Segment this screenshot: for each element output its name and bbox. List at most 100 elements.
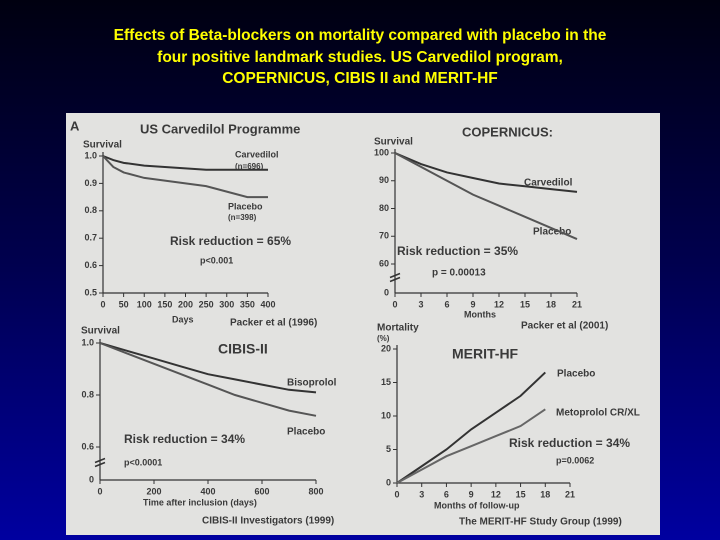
chart-title: MERIT-HF	[452, 346, 519, 362]
survival-curve	[102, 155, 268, 171]
x-tick-label: 6	[444, 299, 449, 309]
x-tick-label: 200	[146, 486, 161, 496]
annotation: Risk reduction = 35%	[397, 244, 518, 258]
y-tick-label: 70	[379, 231, 389, 241]
x-tick-label: 21	[565, 489, 575, 499]
annotation: p = 0.00013	[432, 268, 486, 279]
survival-curve	[394, 152, 578, 240]
annotation: p<0.0001	[124, 457, 162, 467]
survival-curve	[396, 371, 546, 484]
x-axis-label: Months	[464, 309, 496, 319]
annotation: Placebo	[228, 201, 263, 211]
x-tick-label: 9	[469, 489, 474, 499]
survival-curve	[99, 342, 317, 417]
annotation: p<0.001	[200, 255, 233, 265]
x-tick-label: 18	[546, 299, 556, 309]
x-tick-label: 400	[260, 299, 275, 309]
annotation: Bisoprolol	[287, 378, 337, 389]
x-tick-label: 250	[199, 299, 214, 309]
survival-curve	[99, 342, 317, 394]
axis-break	[389, 272, 401, 279]
axis-break	[94, 461, 106, 468]
annotation: Carvedilol	[524, 178, 573, 189]
annotation: Placebo	[533, 227, 571, 238]
y-tick-label: 0	[384, 287, 389, 297]
x-tick-label: 150	[157, 299, 172, 309]
annotation: (%)	[377, 334, 390, 343]
x-axis-label: Days	[172, 314, 194, 324]
x-tick-label: 0	[100, 299, 105, 309]
survival-curve	[102, 155, 268, 199]
annotation: Metoprolol CR/XL	[556, 408, 640, 419]
y-tick-label: 0.5	[84, 287, 97, 297]
survival-curve	[394, 152, 578, 193]
y-tick-label: 1.0	[84, 150, 97, 160]
y-tick-label: 1.0	[81, 337, 94, 347]
annotation: The MERIT-HF Study Group (1999)	[459, 517, 622, 528]
x-tick-label: 3	[419, 489, 424, 499]
x-tick-label: 9	[470, 299, 475, 309]
y-tick-label: 0.8	[81, 389, 94, 399]
survival-curve	[396, 408, 546, 484]
x-tick-label: 12	[494, 299, 504, 309]
x-tick-label: 100	[137, 299, 152, 309]
x-tick-label: 0	[392, 299, 397, 309]
chart-title: US Carvedilol Programme	[140, 121, 300, 136]
y-tick-label: 0.9	[84, 178, 97, 188]
figure-panel	[66, 113, 660, 535]
annotation: Risk reduction = 34%	[124, 432, 245, 446]
x-tick-label: 400	[200, 486, 215, 496]
y-tick-label: 10	[381, 410, 391, 420]
axis-break	[389, 276, 401, 283]
annotation: Risk reduction = 34%	[509, 436, 630, 450]
x-tick-label: 0	[394, 489, 399, 499]
axis-break	[94, 457, 106, 464]
chart-title: CIBIS-II	[218, 341, 268, 357]
y-tick-label: 0	[89, 474, 94, 484]
y-tick-label: 0	[386, 477, 391, 487]
x-tick-label: 15	[516, 489, 526, 499]
slide-title: Effects of Beta-blockers on mortality co…	[114, 27, 607, 44]
x-tick-label: 200	[178, 299, 193, 309]
y-tick-label: 60	[379, 258, 389, 268]
y-axis-label: Survival	[374, 137, 413, 148]
charts: US Carvedilol Programme Survival Days A Carv…	[70, 118, 640, 527]
y-axis-label: Survival	[81, 326, 120, 337]
chart-title: COPERNICUS:	[462, 124, 553, 139]
y-tick-label: 0.8	[84, 205, 97, 215]
y-tick-label: 20	[381, 343, 391, 353]
y-tick-label: 90	[379, 175, 389, 185]
x-tick-label: 300	[219, 299, 234, 309]
x-tick-label: 12	[491, 489, 501, 499]
y-tick-label: 0.7	[84, 233, 97, 243]
y-tick-label: 100	[374, 147, 389, 157]
x-tick-label: 15	[520, 299, 530, 309]
y-tick-label: 5	[386, 444, 391, 454]
annotation: (n=696)	[235, 162, 264, 171]
x-tick-label: 350	[240, 299, 255, 309]
x-axis-label: Months of follow-up	[434, 500, 520, 510]
x-tick-label: 6	[444, 489, 449, 499]
annotation: Risk reduction = 65%	[170, 234, 291, 248]
y-axis-label: Survival	[83, 140, 122, 151]
annotation: Placebo	[287, 427, 325, 438]
slide-title: COPERNICUS, CIBIS II and MERIT-HF	[222, 70, 498, 87]
annotation: p=0.0062	[556, 455, 594, 465]
y-tick-label: 0.6	[81, 441, 94, 451]
y-tick-label: 80	[379, 203, 389, 213]
annotation: Packer et al (1996)	[230, 318, 317, 329]
y-tick-label: 15	[381, 377, 391, 387]
slide-title: four positive landmark studies. US Carve…	[157, 49, 563, 66]
x-tick-label: 600	[254, 486, 269, 496]
annotation: Carvedilol	[235, 149, 279, 159]
y-tick-label: 0.6	[84, 260, 97, 270]
x-tick-label: 18	[540, 489, 550, 499]
y-axis-label: Mortality	[377, 323, 419, 334]
x-tick-label: 50	[119, 299, 129, 309]
x-tick-label: 21	[572, 299, 582, 309]
x-axis-label: Time after inclusion (days)	[143, 497, 257, 507]
x-tick-label: 3	[418, 299, 423, 309]
annotation: Packer et al (2001)	[521, 321, 608, 332]
